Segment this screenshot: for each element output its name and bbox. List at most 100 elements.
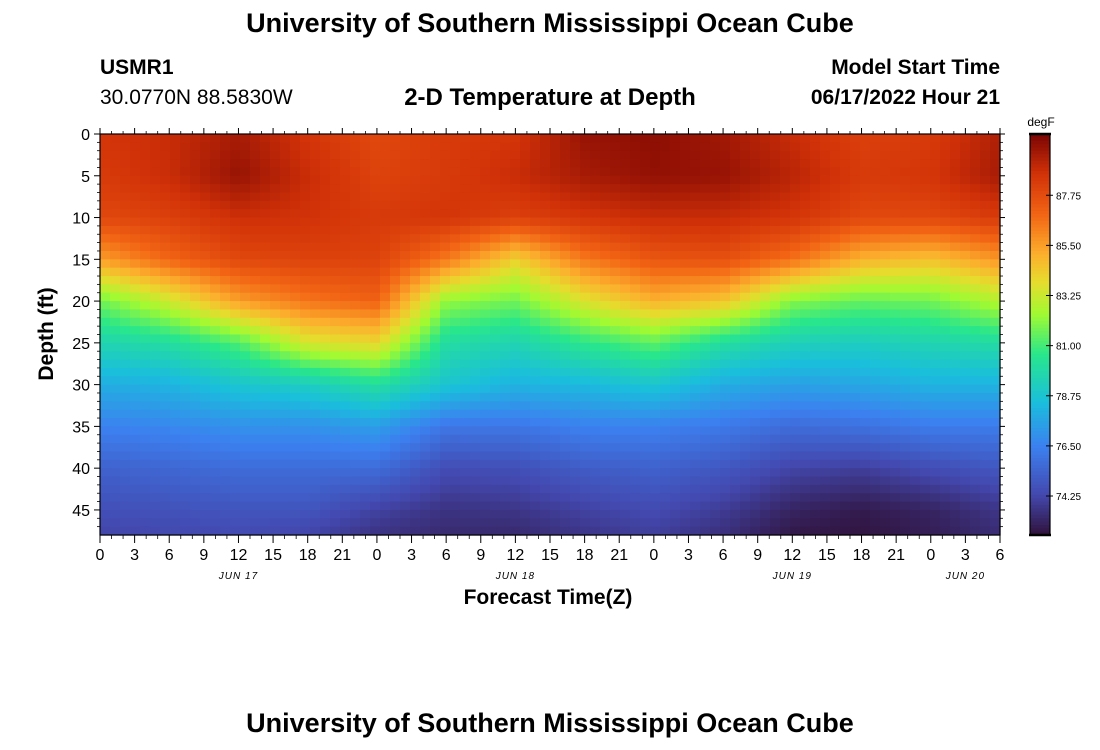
heatmap-cell [740, 142, 751, 152]
heatmap-cell [920, 209, 931, 219]
heatmap-cell [270, 134, 281, 143]
heatmap-cell [120, 167, 131, 177]
heatmap-cell [230, 150, 241, 160]
heatmap-cell [230, 209, 241, 219]
heatmap-cell [980, 526, 991, 536]
heatmap-cell [690, 326, 701, 336]
heatmap-cell [480, 518, 491, 528]
heatmap-cell [410, 301, 421, 311]
heatmap-cell [370, 459, 381, 469]
heatmap-cell [670, 459, 681, 469]
heatmap-cell [440, 292, 451, 302]
heatmap-cell [580, 501, 591, 511]
heatmap-cell [630, 326, 641, 336]
heatmap-cell [810, 443, 821, 453]
heatmap-cell [710, 159, 721, 169]
heatmap-cell [160, 351, 171, 361]
heatmap-cell [150, 250, 161, 260]
colorbar-segment [1030, 528, 1050, 533]
heatmap-cell [810, 167, 821, 177]
heatmap-cell [850, 443, 861, 453]
heatmap-cell [230, 234, 241, 244]
heatmap-cell [340, 359, 351, 369]
heatmap-cell [770, 309, 781, 319]
x-tick-label: 9 [476, 547, 485, 564]
heatmap-cell [930, 159, 941, 169]
heatmap-cell [450, 384, 461, 394]
heatmap-cell [870, 192, 881, 202]
heatmap-cell [850, 217, 861, 227]
heatmap-cell [920, 426, 931, 436]
heatmap-cell [290, 292, 301, 302]
heatmap-cell [810, 175, 821, 185]
heatmap-cell [210, 234, 221, 244]
heatmap-cell [390, 159, 401, 169]
heatmap-cell [570, 276, 581, 285]
heatmap-cell [700, 250, 711, 260]
heatmap-cell [840, 484, 851, 494]
heatmap-cell [140, 518, 151, 528]
heatmap-cell [600, 334, 611, 344]
colorbar-segment [1030, 257, 1050, 262]
heatmap-cell [880, 309, 891, 319]
heatmap-cell [680, 451, 691, 461]
heatmap-cell [670, 284, 681, 294]
heatmap-cell [140, 267, 151, 277]
heatmap-cell [590, 443, 601, 453]
heatmap-cell [980, 192, 991, 202]
heatmap-cell [620, 434, 631, 444]
heatmap-cell [940, 217, 951, 227]
heatmap-cell [970, 200, 981, 210]
heatmap-cell [490, 134, 501, 143]
heatmap-cell [310, 259, 321, 269]
heatmap-cell [480, 159, 491, 169]
heatmap-cell [420, 200, 431, 210]
heatmap-cell [820, 493, 831, 503]
heatmap-cell [190, 334, 201, 344]
heatmap-cell [520, 184, 531, 194]
heatmap-cell [880, 242, 891, 252]
heatmap-cell [770, 476, 781, 486]
heatmap-cell [600, 184, 611, 194]
heatmap-cell [510, 259, 521, 269]
heatmap-cell [350, 301, 361, 311]
heatmap-cell [110, 142, 121, 152]
heatmap-cell [700, 509, 711, 519]
heatmap-cell [350, 142, 361, 152]
heatmap-cell [330, 134, 341, 143]
heatmap-cell [340, 192, 351, 202]
heatmap-cell [160, 217, 171, 227]
heatmap-cell [910, 317, 921, 327]
heatmap-cell [620, 392, 631, 402]
heatmap-cell [190, 234, 201, 244]
heatmap-cell [530, 426, 541, 436]
heatmap-cell [990, 309, 1001, 319]
heatmap-cell [560, 401, 571, 411]
heatmap-cell [380, 476, 391, 486]
heatmap-cell [700, 426, 711, 436]
heatmap-cell [680, 509, 691, 519]
heatmap-cell [780, 484, 791, 494]
heatmap-cell [390, 342, 401, 352]
heatmap-cell [550, 159, 561, 169]
heatmap-cell [120, 234, 131, 244]
heatmap-cell [950, 276, 961, 285]
heatmap-cell [590, 434, 601, 444]
heatmap-cell [440, 526, 451, 536]
heatmap-cell [710, 484, 721, 494]
heatmap-cell [310, 317, 321, 327]
colorbar-segment [1030, 397, 1050, 402]
heatmap-cell [440, 451, 451, 461]
heatmap-cell [920, 292, 931, 302]
heatmap-cell [310, 468, 321, 478]
heatmap-cell [790, 192, 801, 202]
heatmap-cell [850, 451, 861, 461]
heatmap-cell [520, 259, 531, 269]
heatmap-cell [120, 301, 131, 311]
heatmap-cell [180, 284, 191, 294]
heatmap-cell [770, 401, 781, 411]
heatmap-cell [750, 317, 761, 327]
heatmap-cell [420, 493, 431, 503]
heatmap-cell [430, 409, 441, 419]
heatmap-cell [900, 200, 911, 210]
